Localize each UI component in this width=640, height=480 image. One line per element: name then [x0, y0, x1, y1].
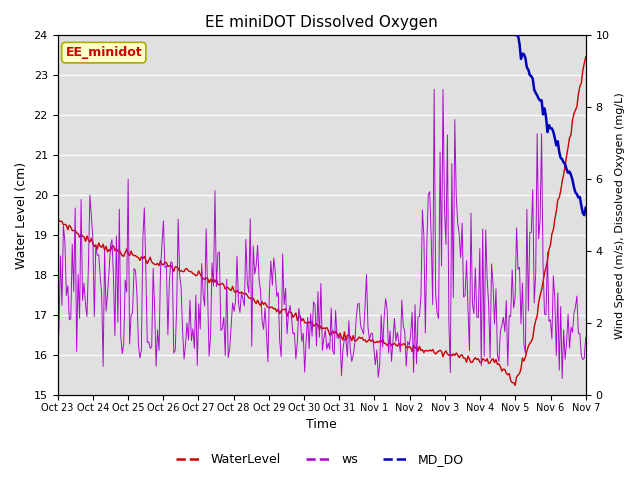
Text: EE_minidot: EE_minidot [65, 46, 142, 59]
Title: EE miniDOT Dissolved Oxygen: EE miniDOT Dissolved Oxygen [205, 15, 438, 30]
X-axis label: Time: Time [307, 419, 337, 432]
Y-axis label: Wind Speed (m/s), Dissolved Oxygen (mg/L): Wind Speed (m/s), Dissolved Oxygen (mg/L… [615, 92, 625, 339]
Y-axis label: Water Level (cm): Water Level (cm) [15, 162, 28, 269]
Legend: WaterLevel, ws, MD_DO: WaterLevel, ws, MD_DO [171, 448, 469, 471]
